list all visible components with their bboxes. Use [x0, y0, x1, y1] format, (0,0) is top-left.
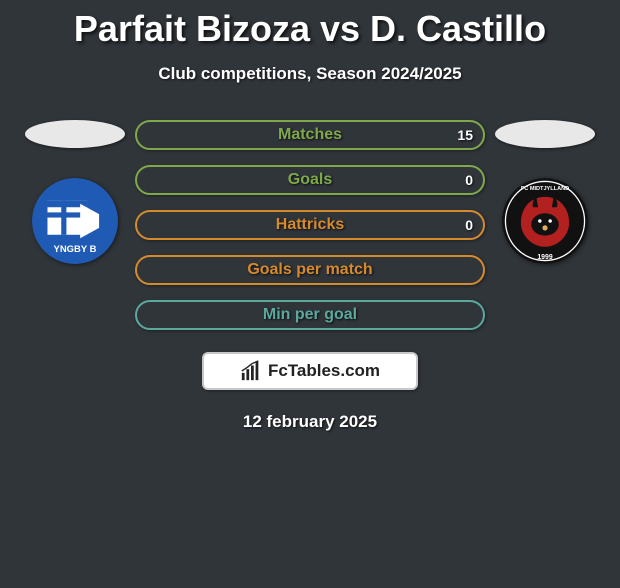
stat-bar-goals: Goals 0 [135, 165, 485, 195]
chart-icon [240, 360, 262, 382]
svg-text:FC MIDTJYLLAND: FC MIDTJYLLAND [521, 186, 569, 192]
stat-bar-right-value: 0 [465, 217, 473, 233]
stat-bar-label: Min per goal [263, 306, 357, 324]
branding-text: FcTables.com [268, 361, 380, 381]
right-player-column: FC MIDTJYLLAND 1999 [485, 120, 605, 264]
subtitle: Club competitions, Season 2024/2025 [0, 64, 620, 84]
svg-text:1999: 1999 [537, 254, 552, 261]
stat-bar-right-value: 15 [457, 127, 473, 143]
right-player-name-bubble [495, 120, 595, 148]
svg-text:YNGBY B: YNGBY B [54, 244, 97, 255]
stat-bar-right-value: 0 [465, 172, 473, 188]
branding-badge[interactable]: FcTables.com [202, 352, 418, 390]
date-label: 12 february 2025 [0, 412, 620, 432]
stat-bar-label: Goals per match [247, 261, 372, 279]
stat-bar-label: Goals [288, 171, 332, 189]
left-player-name-bubble [25, 120, 125, 148]
stat-bar-goals-per-match: Goals per match [135, 255, 485, 285]
stat-bars: Matches 15 Goals 0 Hattricks 0 Goals per match… [135, 120, 485, 330]
stat-bar-label: Matches [278, 126, 342, 144]
right-team-crest: FC MIDTJYLLAND 1999 [502, 178, 588, 264]
stat-bar-label: Hattricks [276, 216, 344, 234]
comparison-panel: YNGBY B Matches 15 Goals 0 Hattricks 0 Goals p… [0, 120, 620, 330]
stat-bar-hattricks: Hattricks 0 [135, 210, 485, 240]
left-player-column: YNGBY B [15, 120, 135, 264]
left-team-crest: YNGBY B [32, 178, 118, 264]
stat-bar-matches: Matches 15 [135, 120, 485, 150]
stat-bar-min-per-goal: Min per goal [135, 300, 485, 330]
page-title: Parfait Bizoza vs D. Castillo [0, 8, 620, 50]
